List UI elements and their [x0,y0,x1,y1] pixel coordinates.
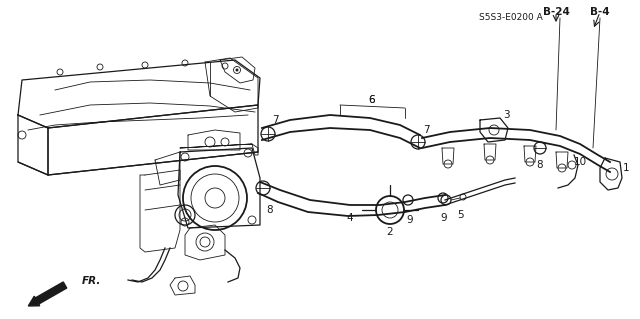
Text: 8: 8 [267,205,273,215]
Text: 3: 3 [502,110,509,120]
Text: 8: 8 [537,160,543,170]
Circle shape [236,69,239,71]
Text: 6: 6 [369,95,375,105]
Text: 6: 6 [369,95,375,105]
Text: 10: 10 [573,157,587,167]
FancyArrow shape [28,282,67,306]
Text: FR.: FR. [82,276,101,286]
Text: 4: 4 [347,213,353,223]
Text: B-24: B-24 [543,7,570,17]
Text: 2: 2 [387,227,394,237]
Text: 9: 9 [406,215,413,225]
Text: B-4: B-4 [590,7,610,17]
Text: 7: 7 [422,125,429,135]
Text: 7: 7 [272,115,278,125]
Text: 5: 5 [457,210,463,220]
Text: 1: 1 [623,163,629,173]
Text: 9: 9 [441,213,447,223]
Text: S5S3-E0200 A: S5S3-E0200 A [479,13,543,22]
